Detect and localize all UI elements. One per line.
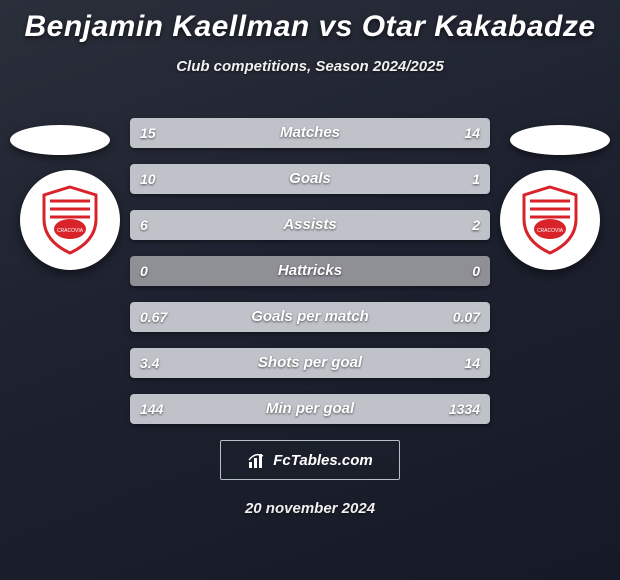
bar-row: 6 Assists 2 — [130, 210, 490, 240]
bar-right-value: 1 — [462, 164, 490, 194]
bar-label: Hattricks — [130, 256, 490, 286]
bar-row: 0 Hattricks 0 — [130, 256, 490, 286]
bar-row: 15 Matches 14 — [130, 118, 490, 148]
bar-right-value: 2 — [462, 210, 490, 240]
shield-icon: CRACOVIA — [40, 185, 100, 255]
bar-row: 3.4 Shots per goal 14 — [130, 348, 490, 378]
left-club-badge: CRACOVIA — [20, 170, 120, 270]
bar-right-value: 14 — [454, 348, 490, 378]
bar-label: Goals per match — [130, 302, 490, 332]
right-ellipse — [510, 125, 610, 155]
right-club-badge: CRACOVIA — [500, 170, 600, 270]
brand-box: FcTables.com — [220, 440, 400, 480]
page-title: Benjamin Kaellman vs Otar Kakabadze — [0, 0, 620, 44]
bar-label: Goals — [130, 164, 490, 194]
bar-right-value: 1334 — [439, 394, 490, 424]
bar-label: Assists — [130, 210, 490, 240]
stat-bars: 15 Matches 14 10 Goals 1 6 Assists 2 0 H… — [130, 118, 490, 440]
brand-label: FcTables.com — [273, 452, 372, 469]
bar-row: 144 Min per goal 1334 — [130, 394, 490, 424]
bar-row: 10 Goals 1 — [130, 164, 490, 194]
svg-text:CRACOVIA: CRACOVIA — [537, 228, 564, 234]
bar-right-value: 0 — [462, 256, 490, 286]
left-ellipse — [10, 125, 110, 155]
date-label: 20 november 2024 — [0, 500, 620, 517]
shield-icon: CRACOVIA — [520, 185, 580, 255]
chart-icon — [247, 450, 267, 470]
bar-label: Shots per goal — [130, 348, 490, 378]
bar-right-value: 14 — [454, 118, 490, 148]
page-subtitle: Club competitions, Season 2024/2025 — [0, 58, 620, 75]
bar-label: Min per goal — [130, 394, 490, 424]
bar-right-value: 0.07 — [443, 302, 490, 332]
bar-row: 0.67 Goals per match 0.07 — [130, 302, 490, 332]
svg-text:CRACOVIA: CRACOVIA — [57, 228, 84, 234]
bar-label: Matches — [130, 118, 490, 148]
